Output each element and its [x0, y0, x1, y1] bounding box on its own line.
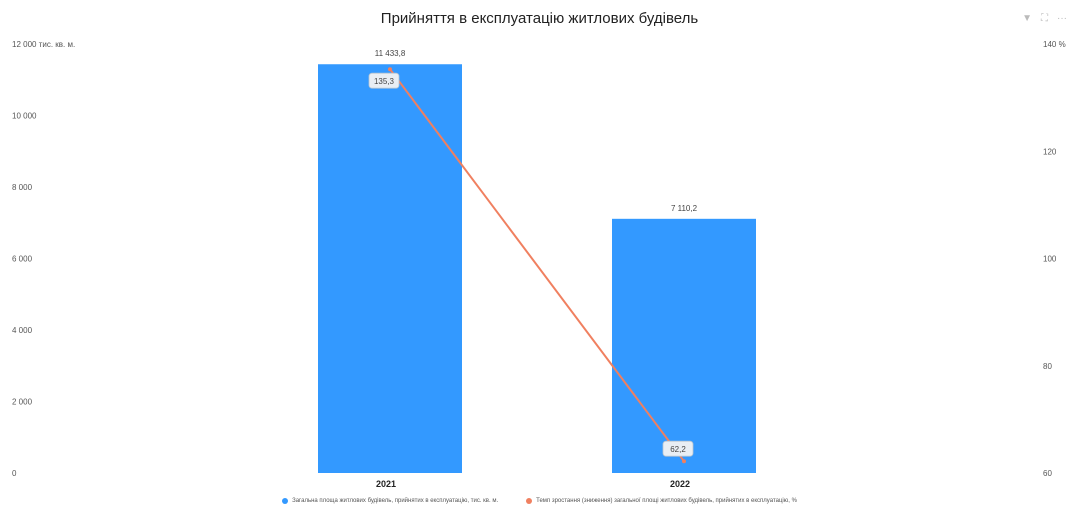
line-value-label: 62,2	[670, 445, 686, 454]
y-left-tick-label: 12 000 тис. кв. м.	[12, 40, 75, 49]
legend-swatch-bar	[282, 498, 289, 504]
bar-value-label: 11 433,8	[375, 49, 406, 58]
growth-rate-point	[682, 459, 686, 464]
growth-rate-line	[389, 68, 685, 462]
y-left-tick-label: 0	[12, 469, 17, 478]
y-left-tick-label: 6 000	[12, 255, 33, 264]
y-left-tick-label: 4 000	[12, 326, 33, 335]
y-right-tick-label: 80	[1043, 362, 1052, 371]
line-value-label-box	[368, 72, 400, 89]
bar-2022	[612, 218, 756, 473]
y-right-tick-label: 120	[1043, 147, 1057, 156]
line-value-label: 135,3	[374, 77, 395, 86]
y-left-tick-label: 2 000	[12, 398, 33, 407]
filter-icon[interactable]: ▼	[1022, 13, 1032, 24]
y-left-tick-label: 8 000	[12, 183, 33, 192]
x-tick-label: 2021	[376, 479, 396, 489]
expand-icon[interactable]: ⛶	[1041, 13, 1048, 24]
legend-item-bar[interactable]: Загальна площа житлових будівель, прийня…	[282, 498, 498, 504]
more-options-icon[interactable]: ···	[1057, 13, 1067, 24]
chart-title: Прийняття в експлуатацію житлових будіве…	[380, 10, 699, 27]
y-right-tick-label: 60	[1043, 469, 1052, 478]
bar-value-label: 7 110,2	[671, 204, 698, 213]
line-value-label-box	[662, 440, 694, 457]
y-right-tick-label: 100	[1043, 255, 1057, 264]
legend-swatch-line	[526, 498, 533, 504]
y-left-tick-label: 10 000	[12, 112, 37, 121]
chart-legend: Загальна площа житлових будівель, прийня…	[0, 498, 1079, 504]
chart-toolbar: ▼ ⛶ ···	[1022, 14, 1067, 24]
legend-label-line: Темп зростання (зниження) загальної площ…	[536, 498, 797, 504]
legend-item-line[interactable]: Темп зростання (зниження) загальної площ…	[526, 498, 797, 504]
y-right-tick-label: 140 %	[1043, 40, 1066, 49]
bar-2021	[318, 64, 462, 474]
chart-canvas: 0 2 000 4 000 6 000 8 000 10 000 12 000 тис. к…	[12, 40, 1066, 489]
growth-rate-point	[388, 67, 392, 72]
x-tick-label: 2022	[670, 479, 690, 489]
legend-label-bar: Загальна площа житлових будівель, прийня…	[292, 498, 499, 504]
